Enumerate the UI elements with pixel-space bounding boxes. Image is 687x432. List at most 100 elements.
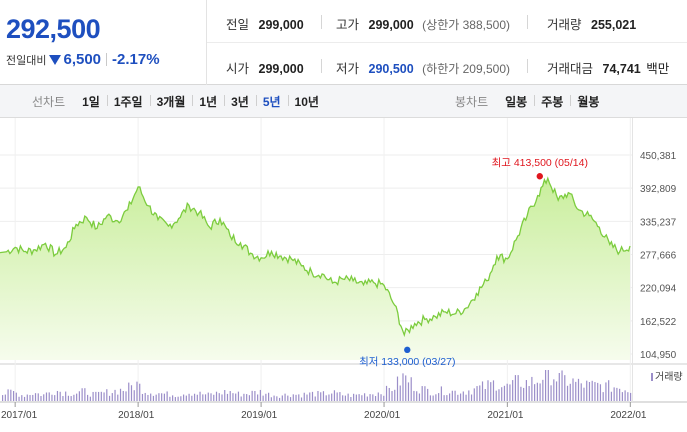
price-chart-svg: 450,381 392,809 335,237 277,666 220,094 162,5… xyxy=(0,118,687,421)
volume-bar xyxy=(484,388,486,401)
volume-bar xyxy=(224,390,226,401)
volume-bar xyxy=(421,386,423,401)
volume-bar xyxy=(369,394,371,401)
volume-bar xyxy=(339,392,341,401)
tab-3m[interactable]: 3개월 xyxy=(149,93,193,110)
volume-bar xyxy=(597,382,599,401)
volume-bar xyxy=(443,395,445,401)
volume-bar xyxy=(383,395,385,401)
volume-bar xyxy=(43,394,45,401)
volume-bar xyxy=(588,382,591,401)
x-tick-label: 2017/01 xyxy=(1,410,38,421)
volume-bar xyxy=(599,384,602,401)
volume-bar xyxy=(204,394,207,401)
volume-bar xyxy=(435,394,437,401)
volume-bar xyxy=(292,394,294,401)
volume-bar xyxy=(624,390,626,401)
volume-bar xyxy=(147,394,149,401)
volume-bar xyxy=(594,382,596,401)
volume-bar xyxy=(347,393,349,401)
volume-bar xyxy=(627,392,629,401)
volume-bar xyxy=(372,394,374,401)
volume-bar xyxy=(322,391,325,401)
volume-bar xyxy=(303,392,305,401)
volume-bar xyxy=(311,391,314,401)
volume-bar xyxy=(87,394,89,401)
upper-limit: (상한가 388,500) xyxy=(422,18,510,32)
divider xyxy=(106,53,108,66)
volume-bar xyxy=(193,393,196,401)
volume-bar xyxy=(613,387,615,401)
volume-bar xyxy=(196,394,198,401)
volume-bar xyxy=(630,392,632,401)
volume-value: 255,021 xyxy=(591,18,637,32)
tab-10y[interactable]: 10년 xyxy=(287,93,326,110)
volume-bar xyxy=(342,395,344,401)
tab-daily[interactable]: 일봉 xyxy=(505,95,528,109)
volume-bar xyxy=(586,380,588,401)
volume-bar xyxy=(534,384,536,401)
volume-bar xyxy=(333,390,336,401)
volume-bar xyxy=(218,393,220,401)
volume-bar xyxy=(328,394,330,401)
volume-bar xyxy=(108,395,111,401)
tab-5y[interactable]: 5년 xyxy=(255,93,288,110)
volume-bar xyxy=(92,391,94,401)
volume-bar xyxy=(84,388,86,401)
volume-bar xyxy=(133,390,135,401)
volume-bar xyxy=(248,395,251,401)
volume-bar xyxy=(361,395,363,401)
tab-weekly[interactable]: 주봉 xyxy=(534,93,570,110)
volume-bar xyxy=(76,393,78,401)
volume-bar xyxy=(117,394,119,401)
volume-bar xyxy=(492,380,495,401)
divider xyxy=(321,15,322,29)
volume-bar xyxy=(262,395,264,401)
tab-1y[interactable]: 1년 xyxy=(192,93,224,110)
volume-bar xyxy=(462,391,464,401)
high-marker xyxy=(536,173,543,180)
y-tick-label: 104,950 xyxy=(640,350,677,361)
volume-bar xyxy=(7,389,9,401)
tab-1d[interactable]: 1일 xyxy=(82,95,100,109)
volume-bar xyxy=(402,373,404,401)
volume-bar xyxy=(470,394,473,401)
volume-bar xyxy=(54,395,56,401)
volume-bar xyxy=(536,382,538,401)
volume-bar xyxy=(451,390,453,401)
tab-1w[interactable]: 1주일 xyxy=(106,93,150,110)
volume-bar xyxy=(591,380,593,401)
volume-bar xyxy=(2,395,4,401)
x-tick-label: 2020/01 xyxy=(364,410,401,421)
candle-chart-label: 봉차트 xyxy=(455,95,489,109)
volume-bar xyxy=(130,385,133,401)
tab-monthly[interactable]: 월봉 xyxy=(570,93,606,110)
volume-bar xyxy=(29,395,31,401)
volume-bar xyxy=(114,389,116,401)
volume-bar xyxy=(185,395,187,401)
volume-bar xyxy=(207,392,209,401)
volume-bar xyxy=(429,395,432,401)
volume-bar xyxy=(10,389,12,401)
volume-bar xyxy=(512,380,514,401)
volume-bar xyxy=(152,395,155,401)
volume-bar xyxy=(583,387,585,401)
volume-bar xyxy=(555,381,558,401)
line-chart-label: 선차트 xyxy=(32,95,66,109)
volume-bar xyxy=(569,383,571,401)
open-value: 299,000 xyxy=(258,62,304,76)
volume: 거래량 255,021 xyxy=(547,14,636,33)
volume-bar xyxy=(320,392,322,401)
volume-bar xyxy=(59,391,61,401)
volume-bar xyxy=(40,396,42,401)
volume-bar xyxy=(621,392,623,401)
lower-limit: (하한가 209,500) xyxy=(422,62,510,76)
volume-bar xyxy=(528,386,530,401)
volume-bar xyxy=(550,385,552,401)
volume-bar xyxy=(174,397,176,401)
row-divider xyxy=(207,42,687,43)
volume-bar xyxy=(191,395,193,401)
tab-3y[interactable]: 3년 xyxy=(224,93,256,110)
volume-bar xyxy=(213,394,215,401)
volume-bar xyxy=(122,390,124,401)
